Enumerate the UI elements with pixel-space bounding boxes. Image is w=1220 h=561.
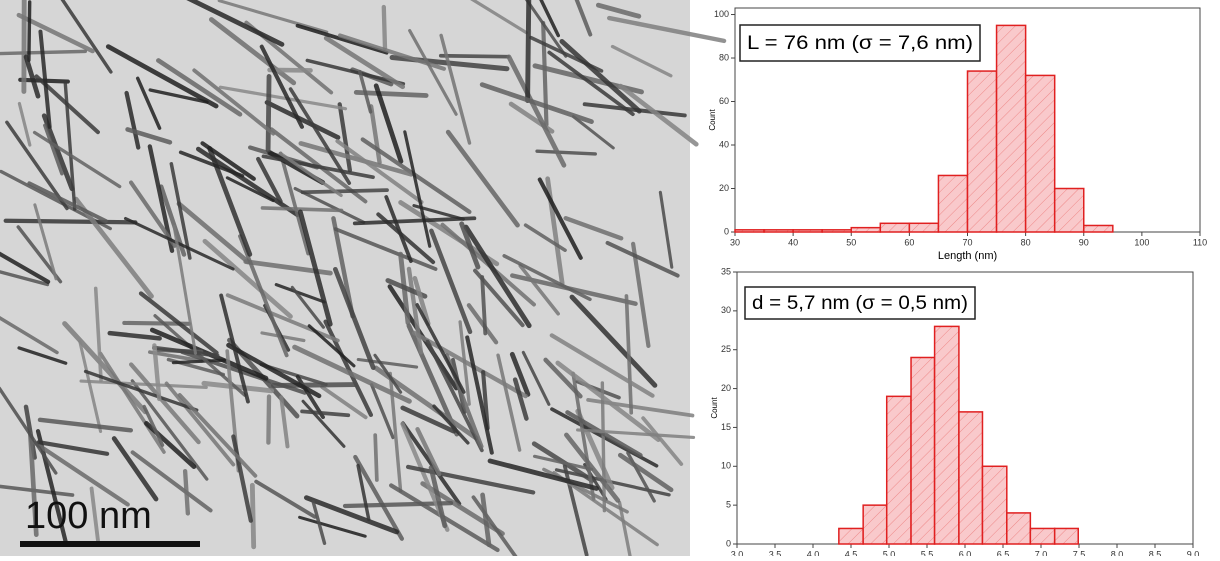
x-tick-label: 60 xyxy=(904,237,914,247)
histogram-bar xyxy=(935,326,959,544)
nanorod xyxy=(274,385,356,386)
histogram-bar xyxy=(735,230,764,232)
y-tick-label: 40 xyxy=(719,139,729,149)
y-tick-label: 35 xyxy=(721,266,731,276)
y-tick-label: 100 xyxy=(714,9,729,19)
histogram-bar xyxy=(938,175,967,232)
nanorod xyxy=(268,76,269,150)
y-tick-label: 0 xyxy=(724,226,729,236)
y-tick-label: 80 xyxy=(719,52,729,62)
nanorod xyxy=(29,2,30,60)
nanorod xyxy=(6,221,136,223)
nanorod xyxy=(303,190,387,192)
histogram-bar xyxy=(764,230,793,232)
histogram-bar xyxy=(1084,225,1113,232)
histogram-bar xyxy=(1055,528,1079,544)
histogram-bar xyxy=(793,230,822,232)
nanorod xyxy=(375,435,377,480)
nanorod xyxy=(252,485,253,546)
histogram-bar xyxy=(839,528,863,544)
x-tick-label: 4,0 xyxy=(807,549,820,556)
histogram-bar xyxy=(909,223,938,232)
x-tick-label: 80 xyxy=(1021,237,1031,247)
histogram-bar xyxy=(1007,513,1031,544)
histogram-bar xyxy=(997,25,1026,232)
y-tick-label: 0 xyxy=(726,538,731,548)
x-tick-label: 8,5 xyxy=(1149,549,1162,556)
x-tick-label: 6,0 xyxy=(959,549,972,556)
x-tick-label: 7,5 xyxy=(1073,549,1086,556)
x-tick-label: 50 xyxy=(846,237,856,247)
nanorod xyxy=(185,471,188,513)
nanorod xyxy=(268,397,269,443)
x-tick-label: 70 xyxy=(962,237,972,247)
histogram-bar xyxy=(1030,528,1054,544)
y-axis-label: Count xyxy=(708,109,717,131)
histogram-bar xyxy=(880,223,909,232)
y-tick-label: 20 xyxy=(721,383,731,393)
annotation: L = 76 nm (σ = 7,6 nm) xyxy=(747,33,973,54)
histogram-bar xyxy=(1026,75,1055,232)
histogram-bar xyxy=(982,466,1006,544)
y-tick-label: 25 xyxy=(721,344,731,354)
nanorod xyxy=(262,208,341,211)
histogram-bar xyxy=(959,412,983,544)
nanorod xyxy=(528,0,529,101)
histogram-bar xyxy=(887,396,911,544)
x-tick-label: 40 xyxy=(788,237,798,247)
y-axis-label: Count xyxy=(710,397,719,419)
nanorod xyxy=(441,56,508,57)
nanorod xyxy=(384,7,385,48)
x-tick-label: 5,0 xyxy=(883,549,896,556)
x-tick-label: 90 xyxy=(1079,237,1089,247)
y-tick-label: 10 xyxy=(721,461,731,471)
tem-image xyxy=(0,0,724,556)
x-tick-label: 100 xyxy=(1134,237,1149,247)
y-tick-label: 20 xyxy=(719,183,729,193)
y-tick-label: 5 xyxy=(726,500,731,510)
histogram-bar xyxy=(851,228,880,232)
x-tick-label: 3,0 xyxy=(731,549,744,556)
annotation: d = 5,7 nm (σ = 0,5 nm) xyxy=(752,293,968,314)
x-tick-label: 6,5 xyxy=(997,549,1010,556)
x-tick-label: 7,0 xyxy=(1035,549,1048,556)
histogram-bar xyxy=(911,357,935,544)
histogram-bar xyxy=(1055,189,1084,232)
scale-bar-label: 100 nm xyxy=(25,495,152,537)
x-tick-label: 110 xyxy=(1193,237,1207,247)
x-tick-label: 30 xyxy=(730,237,740,247)
nanorod xyxy=(602,383,604,511)
histogram-bar xyxy=(863,505,887,544)
y-tick-label: 60 xyxy=(719,96,729,106)
y-tick-label: 30 xyxy=(721,305,731,315)
scale-bar xyxy=(20,541,200,547)
x-tick-label: 3,5 xyxy=(769,549,782,556)
x-axis-label: Length (nm) xyxy=(938,250,997,262)
y-tick-label: 15 xyxy=(721,422,731,432)
x-tick-label: 9,0 xyxy=(1187,549,1200,556)
x-tick-label: 5,5 xyxy=(921,549,934,556)
histogram-bar xyxy=(822,230,851,232)
x-tick-label: 4,5 xyxy=(845,549,858,556)
histogram-bar xyxy=(968,71,997,232)
x-tick-label: 8,0 xyxy=(1111,549,1124,556)
